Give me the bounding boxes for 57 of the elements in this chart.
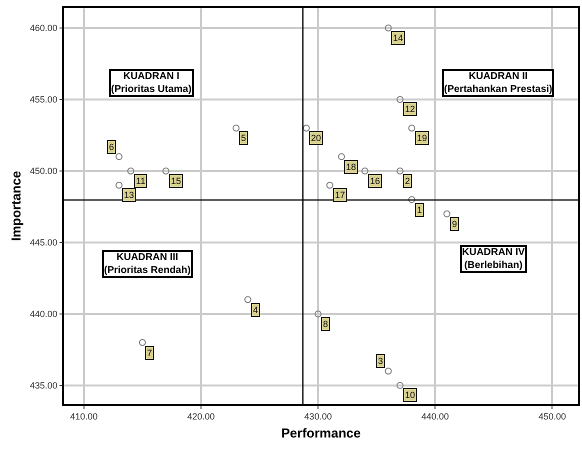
y-tick-label: 440.00 xyxy=(30,309,58,320)
point xyxy=(384,368,392,375)
x-tick-label: 410.00 xyxy=(70,412,98,422)
point xyxy=(127,167,134,174)
point xyxy=(116,153,123,160)
y-tick-label: 460.00 xyxy=(30,23,58,34)
y-tick-label: 435.00 xyxy=(30,380,58,391)
y-tick-label: 455.00 xyxy=(30,94,58,105)
x-tick-label: 440.00 xyxy=(421,412,449,422)
annotation: 5 xyxy=(241,133,246,143)
point xyxy=(408,124,416,132)
point xyxy=(244,296,252,304)
point xyxy=(443,210,450,218)
point xyxy=(138,339,146,346)
annotation: KUADRAN I (Prioritas Utama) xyxy=(111,71,192,95)
point xyxy=(232,124,240,132)
annotation: 11 xyxy=(136,176,146,186)
y-axis-title: Importance xyxy=(8,170,24,242)
annotation: 6 xyxy=(109,142,114,152)
annotation: 1 xyxy=(417,205,422,215)
annotation: 7 xyxy=(147,348,152,358)
point xyxy=(302,124,310,132)
annotation: KUADRAN II (Pertahankan Prestasi) xyxy=(444,71,552,95)
point xyxy=(314,310,322,318)
y-tick-label: 450.00 xyxy=(30,166,58,176)
x-axis-title: Performance xyxy=(281,426,361,441)
annotation: 15 xyxy=(171,176,182,186)
annotation: KUADRAN IV (Berlebihan) xyxy=(462,247,526,271)
point xyxy=(162,167,170,174)
annotation: 12 xyxy=(405,104,416,114)
point xyxy=(361,167,368,174)
annotation: 13 xyxy=(124,190,134,200)
annotation: 18 xyxy=(346,162,356,172)
annotation: 10 xyxy=(405,390,416,400)
point xyxy=(396,382,404,389)
annotation: 19 xyxy=(417,133,428,143)
annotation: 4 xyxy=(253,305,258,315)
annotation: 20 xyxy=(311,133,322,143)
x-tick-label: 430.00 xyxy=(304,412,332,422)
x-tick-label: 450.00 xyxy=(538,412,566,422)
x-tick-label: 420.00 xyxy=(187,412,215,422)
point xyxy=(408,196,416,204)
annotation: 3 xyxy=(378,356,384,366)
point xyxy=(384,24,392,32)
point xyxy=(396,167,404,174)
annotation: KUADRAN III (Prioritas Rendah) xyxy=(104,252,191,276)
point xyxy=(338,153,345,160)
annotation: 16 xyxy=(370,176,380,186)
point xyxy=(116,182,123,189)
point xyxy=(326,182,334,189)
annotation: 14 xyxy=(393,33,404,43)
annotation: 2 xyxy=(405,176,410,186)
annotation: 9 xyxy=(452,219,458,229)
y-tick-label: 445.00 xyxy=(30,238,58,248)
point xyxy=(396,96,404,103)
annotation: 8 xyxy=(323,319,328,329)
annotation: 17 xyxy=(335,190,346,200)
